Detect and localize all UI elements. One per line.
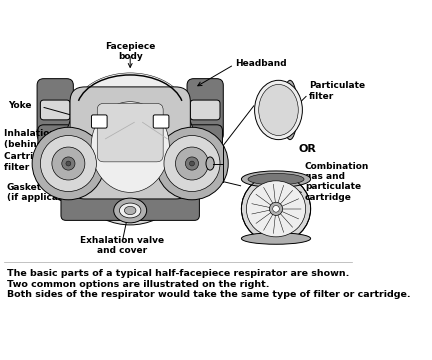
Text: OR: OR — [298, 144, 316, 154]
Circle shape — [40, 135, 96, 192]
Circle shape — [190, 161, 194, 166]
FancyBboxPatch shape — [188, 125, 222, 182]
Ellipse shape — [120, 203, 141, 218]
Text: Facepiece
body: Facepiece body — [105, 42, 156, 61]
Ellipse shape — [246, 181, 306, 237]
Ellipse shape — [254, 80, 302, 140]
Circle shape — [62, 157, 75, 170]
FancyBboxPatch shape — [153, 115, 169, 128]
Text: Particulate
filter: Particulate filter — [309, 81, 365, 101]
Circle shape — [164, 135, 220, 192]
Ellipse shape — [259, 85, 298, 135]
FancyBboxPatch shape — [37, 78, 73, 141]
Ellipse shape — [91, 102, 169, 192]
Ellipse shape — [124, 206, 136, 215]
Text: Both sides of the respirator would take the same type of filter or cartridge.: Both sides of the respirator would take … — [6, 291, 410, 300]
Text: Two common options are illustrated on the right.: Two common options are illustrated on th… — [6, 280, 269, 289]
FancyBboxPatch shape — [40, 100, 70, 120]
Text: Inhalation valve
(behind holder): Inhalation valve (behind holder) — [4, 129, 86, 149]
Text: Exhalation valve
and cover: Exhalation valve and cover — [80, 236, 164, 256]
FancyBboxPatch shape — [187, 78, 223, 141]
Ellipse shape — [64, 81, 197, 225]
Text: Combination
gas and
particulate
cartridge: Combination gas and particulate cartridg… — [305, 162, 369, 202]
Text: The basic parts of a typical half-facepiece respirator are shown.: The basic parts of a typical half-facepi… — [6, 269, 349, 278]
Ellipse shape — [241, 171, 311, 188]
Ellipse shape — [241, 233, 311, 244]
Circle shape — [66, 161, 71, 166]
FancyBboxPatch shape — [70, 87, 191, 199]
Text: Gasket
(if applicable): Gasket (if applicable) — [6, 183, 77, 202]
FancyBboxPatch shape — [92, 115, 107, 128]
FancyBboxPatch shape — [61, 192, 200, 220]
Ellipse shape — [114, 198, 146, 223]
FancyBboxPatch shape — [191, 100, 220, 120]
FancyBboxPatch shape — [38, 125, 73, 182]
Ellipse shape — [206, 157, 214, 170]
Circle shape — [32, 127, 105, 200]
Ellipse shape — [241, 175, 311, 243]
Circle shape — [156, 127, 228, 200]
Ellipse shape — [283, 80, 298, 140]
Text: Headband: Headband — [235, 59, 286, 68]
Circle shape — [185, 157, 199, 170]
Circle shape — [273, 206, 280, 212]
Text: Yoke: Yoke — [8, 102, 32, 111]
Ellipse shape — [248, 174, 304, 185]
Circle shape — [52, 147, 85, 180]
Circle shape — [175, 147, 209, 180]
Ellipse shape — [73, 73, 188, 155]
Circle shape — [270, 202, 283, 215]
FancyBboxPatch shape — [97, 103, 163, 162]
Text: Cartridge or
filter holder: Cartridge or filter holder — [4, 152, 66, 172]
